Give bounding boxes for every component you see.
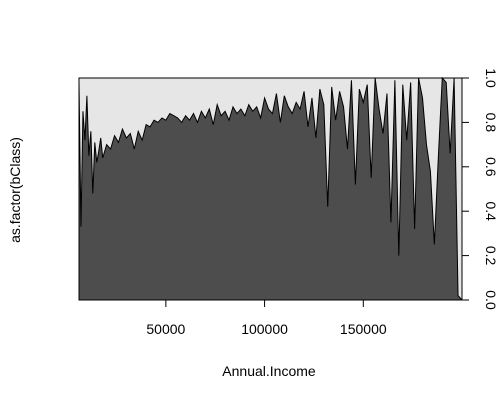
y-tick-label: 0.0 xyxy=(483,290,499,310)
y-axis: 0.0 0.2 0.4 0.6 0.8 1.0 xyxy=(461,68,499,310)
x-tick-label: 150000 xyxy=(340,321,387,337)
y-axis-label: as.factor(bClass) xyxy=(7,137,23,243)
conditional-density-line xyxy=(78,76,463,301)
y-tick-label: 0.4 xyxy=(483,201,499,221)
x-axis: 50000 100000 150000 xyxy=(146,299,387,337)
lower-class-area xyxy=(79,78,462,300)
y-tick-label: 0.6 xyxy=(483,157,499,177)
y-tick-label: 0.8 xyxy=(483,113,499,133)
y-tick-label: 0.2 xyxy=(483,246,499,266)
x-tick-label: 50000 xyxy=(146,321,185,337)
plot-area xyxy=(78,76,463,301)
x-axis-label: Annual.Income xyxy=(222,363,316,379)
y-tick-label: 1.0 xyxy=(483,68,499,88)
x-tick-label: 100000 xyxy=(241,321,288,337)
